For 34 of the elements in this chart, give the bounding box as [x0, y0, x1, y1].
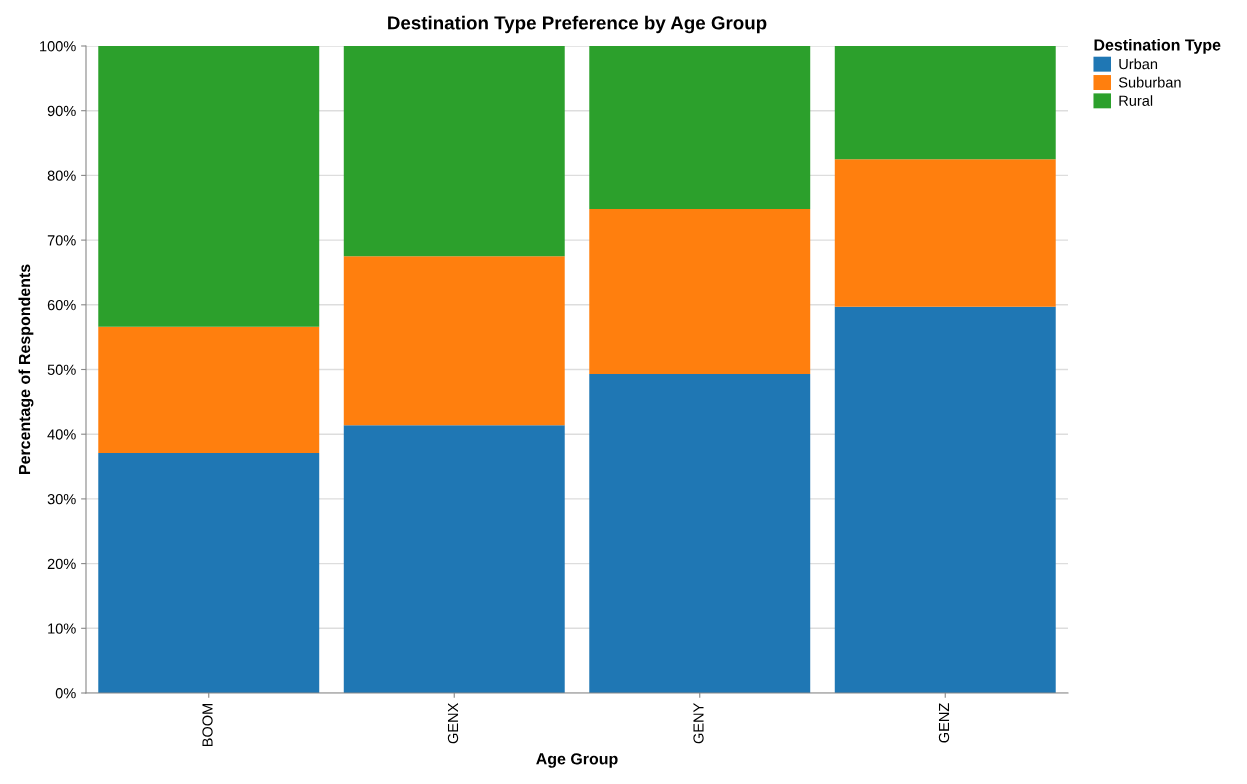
bar	[589, 46, 811, 210]
y-tick-label: 50%	[47, 364, 76, 375]
bar	[343, 425, 565, 693]
bar	[98, 326, 320, 453]
x-tick-label: GENZ	[938, 703, 950, 743]
bar	[834, 46, 1056, 160]
bar	[98, 452, 320, 693]
bar	[343, 256, 565, 426]
legend-title: Destination Type	[1094, 38, 1221, 54]
x-axis-title: Age Group	[536, 753, 618, 768]
y-tick-label: 90%	[47, 105, 76, 117]
y-tick-label: 20%	[47, 558, 76, 570]
y-tick-label: 30%	[47, 494, 76, 505]
bar	[343, 46, 565, 257]
bar	[98, 46, 320, 327]
legend-label: Suburban	[1118, 76, 1181, 88]
legend-label: Rural	[1119, 95, 1153, 106]
legend-label: Urban	[1119, 58, 1158, 70]
y-axis-title: Percentage of Respondents	[18, 264, 34, 475]
bar	[589, 374, 811, 693]
y-tick-label: 40%	[47, 429, 76, 440]
y-tick-label: 60%	[47, 299, 76, 311]
x-tick-label: BOOM	[202, 703, 213, 747]
y-tick-label: 80%	[47, 170, 76, 181]
y-tick-label: 100%	[40, 41, 76, 52]
bar	[589, 209, 811, 375]
y-tick-label: 70%	[47, 235, 76, 246]
x-tick-label: GENY	[693, 703, 704, 744]
x-tick-label: GENX	[447, 703, 459, 744]
y-tick-label: 0%	[55, 688, 76, 699]
chart-title: Destination Type Preference by Age Group	[388, 15, 767, 34]
bar	[834, 159, 1056, 307]
bar	[834, 306, 1056, 693]
y-tick-label: 10%	[48, 623, 76, 634]
